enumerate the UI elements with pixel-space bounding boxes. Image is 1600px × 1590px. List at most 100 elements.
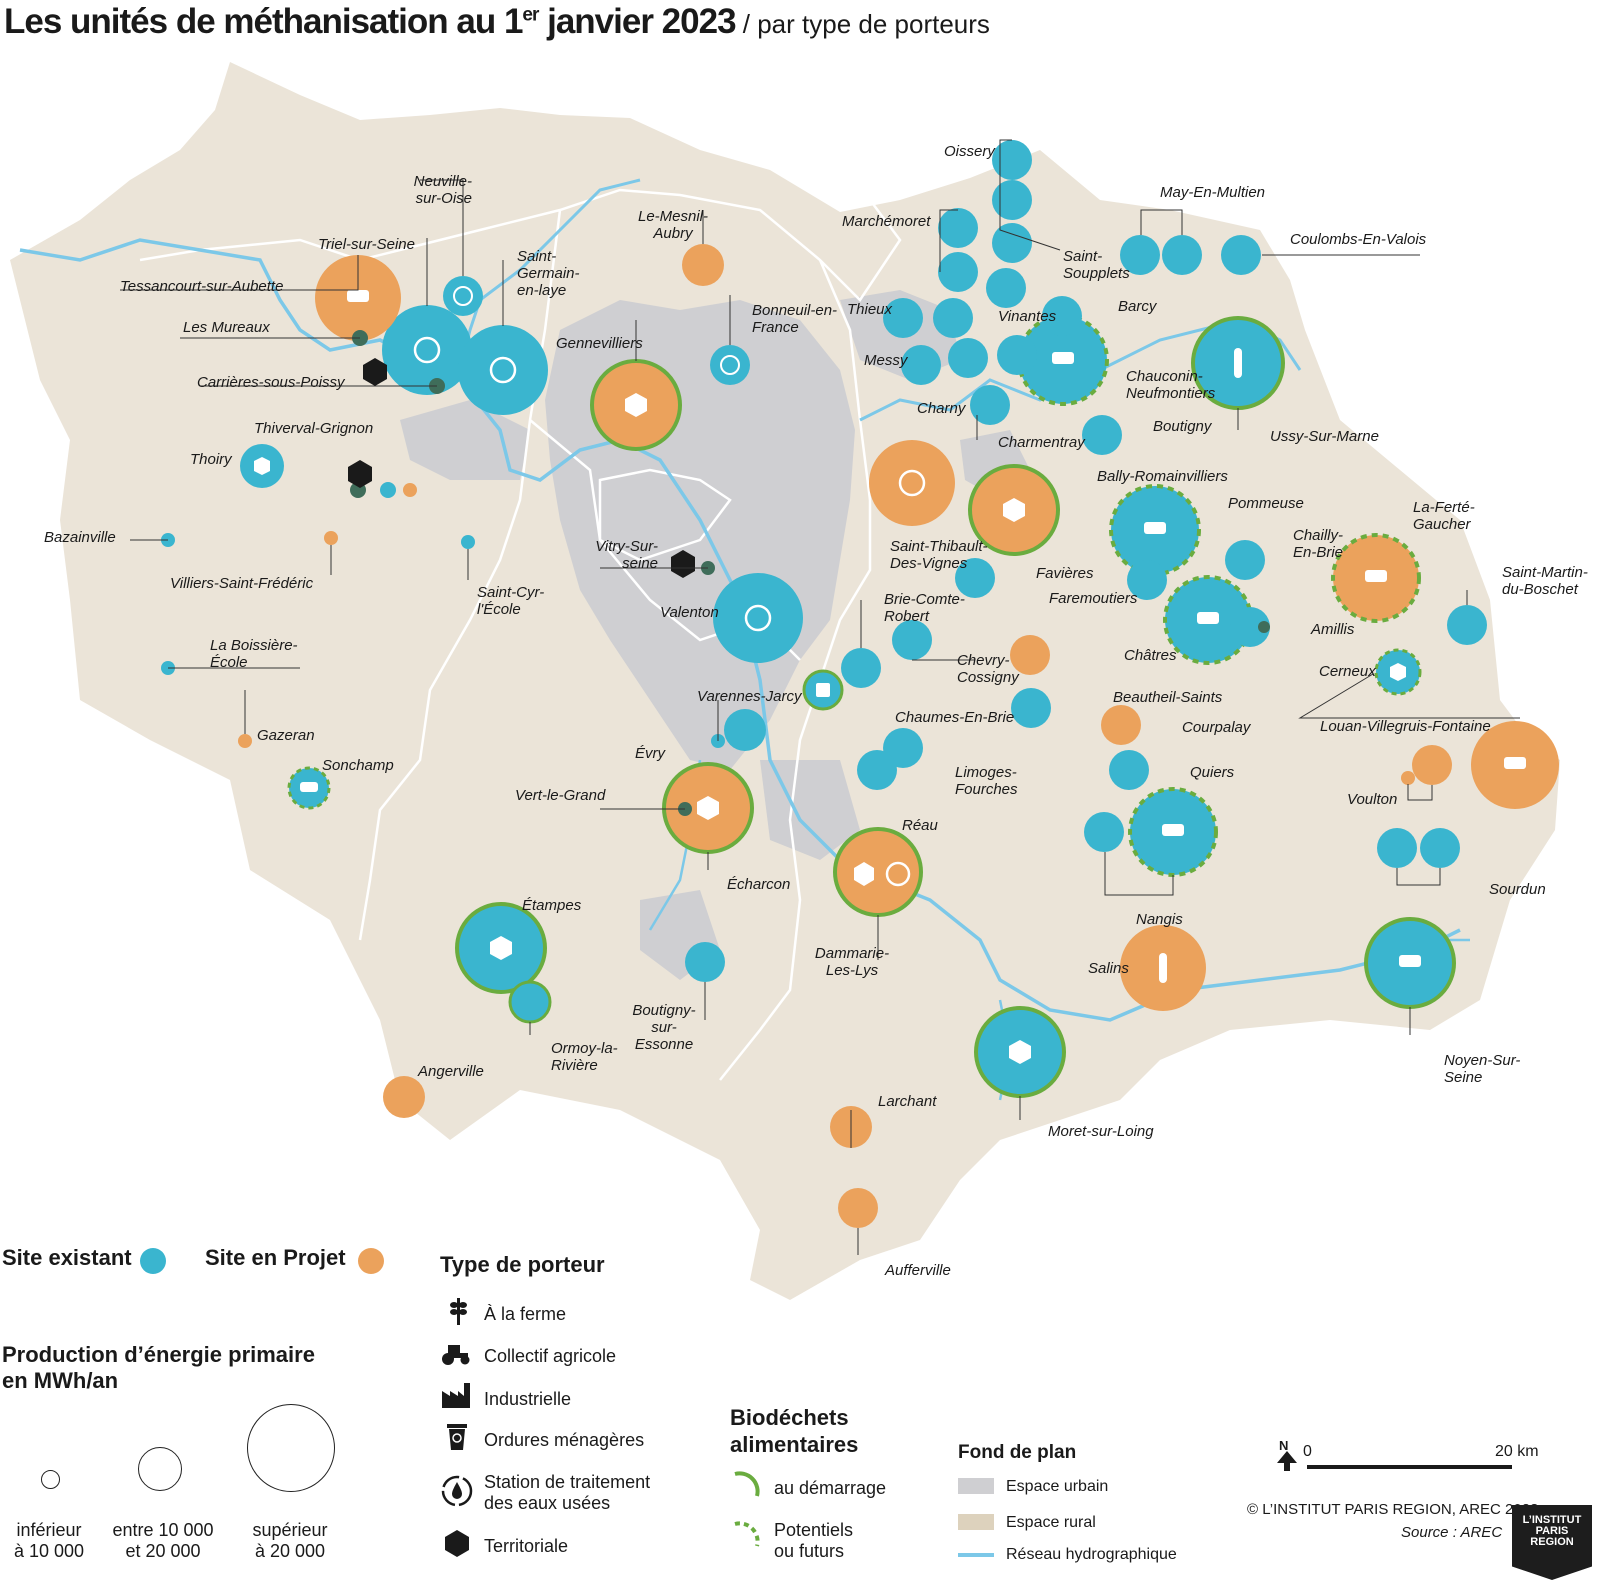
site-cerneux[interactable] xyxy=(1374,648,1422,696)
site-la-ferte[interactable] xyxy=(1331,533,1421,623)
label-sonchamp: Sonchamp xyxy=(322,757,394,774)
label-ussy: Ussy-Sur-Marne xyxy=(1270,428,1379,445)
label-brie: Brie-Comte-Robert xyxy=(884,591,965,625)
label-le-mesnil: Le-Mesnil-Aubry xyxy=(637,208,709,242)
tractor-icon xyxy=(442,1345,470,1365)
legend-urban-label: Espace urbain xyxy=(1006,1478,1109,1495)
label-varennes: Varennes-Jarcy xyxy=(697,688,802,705)
label-chevry: Chevry-Cossigny xyxy=(957,652,1019,686)
legend-existing-dot xyxy=(140,1248,166,1274)
label-chatres: Châtres xyxy=(1124,647,1177,664)
label-charny: Charny xyxy=(917,400,966,417)
label-pommeuse: Pommeuse xyxy=(1228,495,1304,512)
label-gazeran: Gazeran xyxy=(257,727,315,744)
legend-bio-future-label: Potentiels ou futurs xyxy=(774,1520,854,1561)
label-thoiry: Thoiry xyxy=(190,451,232,468)
site-thoiry[interactable] xyxy=(240,444,284,488)
legend-territorial-label: Territoriale xyxy=(484,1536,569,1556)
label-saint-martin: Saint-Martin-du-Boschet xyxy=(1502,564,1588,598)
site-louan[interactable] xyxy=(1471,721,1559,809)
site-bonneuil[interactable] xyxy=(710,345,750,385)
label-cerneux: Cerneux xyxy=(1319,663,1376,680)
label-moret: Moret-sur-Loing xyxy=(1048,1123,1154,1140)
factory-icon xyxy=(442,1383,470,1408)
small-existing-sites[interactable] xyxy=(508,140,1487,1024)
small-project-sites[interactable] xyxy=(383,244,1452,1228)
label-amillis: Amillis xyxy=(1311,621,1355,638)
label-aufferville: Aufferville xyxy=(885,1262,951,1279)
legend-bio-title-1: Biodéchets xyxy=(730,1405,849,1430)
river-seine xyxy=(19,238,1461,1022)
legend-size-small xyxy=(41,1470,60,1489)
label-reau: Réau xyxy=(902,817,938,834)
bio-future-arc-icon xyxy=(734,1521,760,1547)
site-tessancourt[interactable] xyxy=(315,255,401,341)
legend-project-label: Site en Projet xyxy=(205,1245,346,1270)
legend-size-mid-text: entre 10 000 et 20 000 xyxy=(112,1520,214,1561)
legend-size-small-text: inférieur à 10 000 xyxy=(14,1520,85,1561)
institute-logo: L’INSTITUT PARIS REGION xyxy=(1512,1505,1592,1580)
label-bally: Bally-Romainvilliers xyxy=(1097,468,1228,485)
legend-urban-swatch xyxy=(958,1478,994,1494)
site-valenton[interactable] xyxy=(713,573,803,663)
label-evry: Évry xyxy=(635,745,665,762)
label-voulton: Voulton xyxy=(1347,791,1398,808)
label-les-mureaux: Les Mureaux xyxy=(183,319,270,336)
legend-bg-title: Fond de plan xyxy=(958,1442,1077,1463)
label-ormoy: Ormoy-la-Rivière xyxy=(551,1040,618,1074)
label-etampes: Étampes xyxy=(522,897,582,914)
legend-project-dot xyxy=(358,1248,384,1274)
label-vert-le-grand: Vert-le-Grand xyxy=(515,787,606,804)
label-courpalay: Courpalay xyxy=(1182,719,1251,736)
legend-water-label: Station de traitement des eaux usées xyxy=(484,1472,651,1513)
label-beautheil: Beautheil-Saints xyxy=(1113,689,1223,706)
legend-hydro-swatch xyxy=(958,1553,994,1557)
site-etampes[interactable] xyxy=(455,902,547,994)
legend-rural-label: Espace rural xyxy=(1006,1514,1096,1531)
legend-size-big-text: supérieur à 20 000 xyxy=(252,1520,328,1561)
label-saint-germain: Saint-Germain-en-laye xyxy=(517,248,580,299)
site-evry[interactable] xyxy=(724,709,766,751)
site-salins[interactable] xyxy=(1120,925,1206,1011)
label-boutigny-essonne: Boutigny-sur-Essonne xyxy=(632,1002,696,1053)
label-saint-soupplets: Saint-Soupplets xyxy=(1063,248,1130,282)
site-neuville[interactable] xyxy=(443,276,483,316)
label-barcy: Barcy xyxy=(1118,298,1157,315)
label-may: May-En-Multien xyxy=(1160,184,1266,201)
legend-rural-swatch xyxy=(958,1514,994,1530)
label-boutigny: Boutigny xyxy=(1153,418,1212,435)
legend-bio-title-2: alimentaires xyxy=(730,1432,859,1457)
label-carrieres: Carrières-sous-Poissy xyxy=(197,374,345,391)
label-salins: Salins xyxy=(1088,960,1129,977)
legend-size-mid xyxy=(138,1447,182,1491)
site-sonchamp[interactable] xyxy=(287,766,331,810)
legend-collective-label: Collectif agricole xyxy=(484,1346,617,1366)
label-oissery: Oissery xyxy=(944,143,995,160)
site-bally[interactable] xyxy=(968,464,1060,556)
label-dammarie: Dammarie-Les-Lys xyxy=(814,945,890,979)
bio-start-arc-icon xyxy=(734,1471,760,1497)
water-treatment-icon xyxy=(441,1475,473,1507)
urban-patch xyxy=(400,400,530,480)
site-triel[interactable] xyxy=(382,305,472,395)
site-varennes[interactable] xyxy=(802,669,844,711)
source-text: Source : AREC xyxy=(1401,1524,1503,1541)
label-chaumes: Chaumes-En-Brie xyxy=(895,709,1015,726)
label-gennevilliers: Gennevilliers xyxy=(556,335,643,352)
label-villiers: Villiers-Saint-Frédéric xyxy=(170,575,314,592)
site-saint-germain[interactable] xyxy=(458,325,548,415)
legend-size-big xyxy=(247,1404,335,1492)
label-angerville: Angerville xyxy=(418,1063,484,1080)
territorial-icons xyxy=(348,358,695,578)
place-labels: Oissery May-En-Multien Coulombs-En-Valoi… xyxy=(44,143,1588,1279)
scale-20km: 20 km xyxy=(1495,1443,1539,1460)
legend-existing-label: Site existant xyxy=(2,1245,132,1270)
scale-bar xyxy=(1307,1465,1512,1469)
leader-lines xyxy=(120,139,1520,1255)
site-chauconin[interactable] xyxy=(1017,314,1109,406)
label-larchant: Larchant xyxy=(878,1093,937,1110)
wheat-icon xyxy=(450,1298,467,1325)
site-saint-thibault[interactable] xyxy=(869,440,955,526)
label-louan: Louan-Villegruis-Fontaine xyxy=(1320,718,1491,735)
legend-production-unit: en MWh/an xyxy=(2,1368,119,1393)
